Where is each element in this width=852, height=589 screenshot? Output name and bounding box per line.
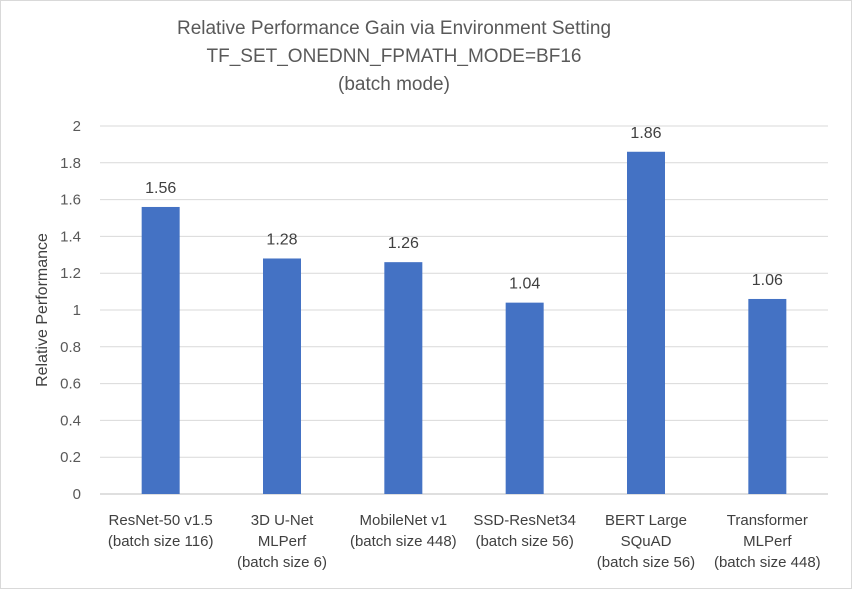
data-label: 1.06 <box>752 272 783 289</box>
category-label: BERT Large <box>605 512 687 529</box>
data-labels: 1.56 1.28 1.26 1.04 1.86 1.06 <box>145 125 783 293</box>
category-label: SSD-ResNet34 <box>473 512 576 529</box>
category-label: MLPerf <box>258 533 307 550</box>
bar <box>384 262 423 494</box>
y-tick-label: 0.8 <box>60 339 81 356</box>
bar <box>141 206 180 494</box>
y-tick-label: 1.4 <box>60 228 81 245</box>
data-label: 1.86 <box>630 125 661 142</box>
y-tick-label: 0.4 <box>60 412 81 429</box>
category-label: Transformer <box>727 512 808 529</box>
bar <box>263 258 301 494</box>
y-tick-label: 1.6 <box>60 192 81 209</box>
chart-title: Relative Performance Gain via Environmen… <box>177 18 611 95</box>
y-tick-label: 1.2 <box>60 265 81 282</box>
y-tick-label: 1 <box>73 302 81 319</box>
category-label: SQuAD <box>621 533 672 550</box>
bar <box>627 151 665 494</box>
chart-title-line-3: (batch mode) <box>338 74 450 95</box>
y-tick-label: 1.8 <box>60 155 81 172</box>
gridlines <box>100 125 828 495</box>
y-tick-label: 2 <box>73 118 81 135</box>
category-label: MobileNet v1 <box>360 512 448 529</box>
y-axis-ticks: 0 0.2 0.4 0.6 0.8 1 1.2 1.4 1.6 1.8 2 <box>60 118 81 503</box>
y-tick-label: 0.6 <box>60 376 81 393</box>
data-label: 1.28 <box>266 231 297 248</box>
category-label: 3D U-Net <box>251 512 314 529</box>
category-label: (batch size 448) <box>350 533 457 550</box>
bar <box>748 298 787 494</box>
bar <box>505 302 544 494</box>
y-tick-label: 0.2 <box>60 449 81 466</box>
category-label: (batch size 56) <box>475 533 573 550</box>
chart-title-line-2: TF_SET_ONEDNN_FPMATH_MODE=BF16 <box>207 46 582 67</box>
category-label: (batch size 6) <box>237 554 327 571</box>
data-label: 1.04 <box>509 276 540 293</box>
bars <box>141 151 787 494</box>
category-label: (batch size 116) <box>108 533 214 550</box>
category-label: MLPerf <box>743 533 792 550</box>
data-label: 1.56 <box>145 180 176 197</box>
y-axis-label: Relative Performance <box>34 233 51 387</box>
data-label: 1.26 <box>388 235 419 252</box>
y-tick-label: 0 <box>73 486 81 503</box>
x-axis-categories: ResNet-50 v1.5 (batch size 116) 3D U-Net ML… <box>108 512 821 571</box>
category-label: (batch size 56) <box>597 554 695 571</box>
chart-title-line-1: Relative Performance Gain via Environmen… <box>177 18 611 39</box>
category-label: ResNet-50 v1.5 <box>109 512 213 529</box>
category-label: (batch size 448) <box>714 554 821 571</box>
